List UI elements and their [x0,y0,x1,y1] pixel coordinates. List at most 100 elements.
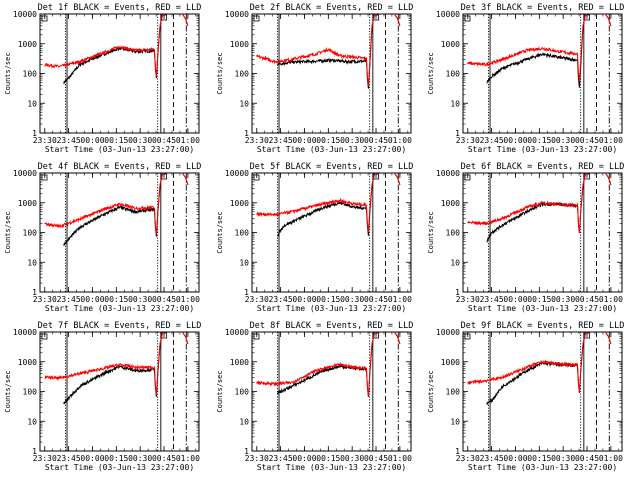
panel-title: Det 2f BLACK = Events, RED = LLD [250,3,414,13]
corner-marker [41,174,48,181]
x-tick-label: 00:15 [316,454,340,463]
x-tick-label: 00:00 [292,136,316,145]
x-tick-label: 23:45 [480,295,504,304]
x-tick-label: 01:00 [599,454,623,463]
panel-title: Det 7f BLACK = Events, RED = LLD [38,321,202,331]
series-events-black [486,14,612,88]
y-tick-label: 1000 [230,199,249,208]
panel-4: Det 4f BLACK = Events, RED = LLD 1 10 100 10… [4,162,201,313]
series-lld-red [256,332,401,396]
plot-frame [39,13,200,134]
x-tick-label: 23:30 [245,136,269,145]
series-lld-red [467,332,612,393]
x-tick-label: 00:00 [80,295,104,304]
panel-title: Det 3f BLACK = Events, RED = LLD [461,3,625,13]
y-tick-label: 1000 [18,40,37,49]
y-tick-label: 1000 [18,358,37,367]
y-tick-label: 100 [23,229,38,238]
y-tick-label: 100 [235,70,250,79]
x-tick-label: 23:45 [57,136,81,145]
panel-3: Det 3f BLACK = Events, RED = LLD 1 10 100 10… [427,3,624,154]
y-tick-label: 10000 [225,169,249,178]
y-tick-label: 1000 [18,199,37,208]
y-axis-label: Counts/sec [4,211,12,253]
x-tick-label: 00:15 [104,454,128,463]
x-tick-label: 00:45 [575,136,599,145]
y-axis-label: Counts/sec [4,370,12,412]
y-axis-label: Counts/sec [216,52,224,94]
y-tick-label: 1 [455,129,460,138]
x-axis-label: Start Time (03-Jun-13 23:27:00) [45,145,194,154]
plot-frame [251,331,412,452]
plot-frame [462,172,623,293]
y-tick-label: 1000 [230,40,249,49]
y-tick-label: 1 [32,129,37,138]
panel-title: Det 9f BLACK = Events, RED = LLD [461,321,625,331]
x-axis-label: Start Time (03-Jun-13 23:27:00) [468,463,617,472]
x-tick-label: 00:30 [551,295,575,304]
x-tick-label: 00:00 [503,295,527,304]
x-tick-label: 23:45 [269,454,293,463]
x-tick-label: 00:45 [152,136,176,145]
series-lld-red [467,173,612,234]
y-tick-label: 1 [244,129,249,138]
y-tick-label: 10 [450,99,460,108]
x-tick-label: 00:45 [575,454,599,463]
y-tick-label: 1 [32,288,37,297]
x-tick-label: 23:30 [456,295,480,304]
x-tick-label: 00:30 [128,136,152,145]
panel-9: Det 9f BLACK = Events, RED = LLD 1 10 100 10… [427,321,624,472]
y-axis-label: Counts/sec [216,370,224,412]
y-tick-label: 10 [27,258,37,267]
plot-frame [251,172,412,293]
x-tick-label: 00:00 [292,295,316,304]
x-axis-label: Start Time (03-Jun-13 23:27:00) [257,463,406,472]
x-tick-label: 23:30 [33,295,57,304]
x-tick-label: 00:45 [364,295,388,304]
x-tick-label: 00:00 [80,454,104,463]
x-axis-label: Start Time (03-Jun-13 23:27:00) [468,304,617,313]
x-tick-label: 00:15 [316,295,340,304]
y-tick-label: 1 [244,288,249,297]
x-tick-label: 23:45 [480,454,504,463]
y-axis-label: Counts/sec [427,52,435,94]
plot-frame [462,13,623,134]
panel-title: Det 8f BLACK = Events, RED = LLD [250,321,414,331]
x-axis-label: Start Time (03-Jun-13 23:27:00) [45,304,194,313]
x-tick-label: 01:00 [599,136,623,145]
panel-1: Det 1f BLACK = Events, RED = LLD 1 10 100 10… [4,3,201,154]
series-events-black [277,173,401,237]
panel-title: Det 1f BLACK = Events, RED = LLD [38,3,202,13]
x-tick-label: 00:15 [527,295,551,304]
x-tick-label: 00:45 [152,454,176,463]
y-tick-label: 100 [235,388,250,397]
y-tick-label: 10000 [13,10,37,19]
y-tick-label: 1 [32,447,37,456]
corner-marker [41,15,48,22]
x-tick-label: 00:00 [503,454,527,463]
x-tick-label: 00:30 [551,454,575,463]
x-tick-label: 01:00 [176,136,200,145]
series-events-black [486,173,612,243]
y-tick-label: 10000 [13,328,37,337]
x-tick-label: 00:15 [104,136,128,145]
x-tick-label: 00:30 [340,136,364,145]
corner-marker [253,174,260,181]
y-tick-label: 10000 [13,169,37,178]
panel-2: Det 2f BLACK = Events, RED = LLD 1 10 100 10… [216,3,413,154]
x-tick-label: 23:30 [33,136,57,145]
y-axis-label: Counts/sec [216,211,224,253]
x-tick-label: 23:45 [269,136,293,145]
y-tick-label: 10 [27,417,37,426]
series-lld-red [44,332,189,395]
panel-title: Det 4f BLACK = Events, RED = LLD [38,162,202,172]
series-lld-red [256,14,401,86]
corner-marker [464,15,471,22]
corner-marker [464,333,471,340]
x-axis-label: Start Time (03-Jun-13 23:27:00) [45,463,194,472]
y-tick-label: 1000 [441,199,460,208]
x-tick-label: 00:00 [292,454,316,463]
plot-frame [39,172,200,293]
